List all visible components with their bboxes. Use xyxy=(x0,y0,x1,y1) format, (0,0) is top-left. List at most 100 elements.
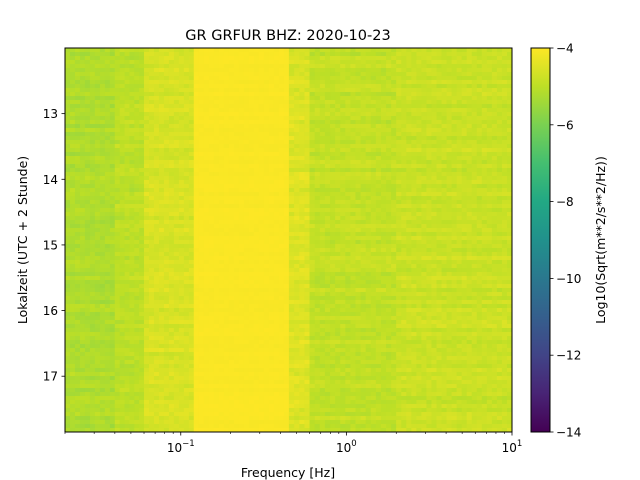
heatmap-cell xyxy=(324,112,331,117)
heatmap-cell xyxy=(124,384,130,389)
heatmap-cell xyxy=(233,204,240,209)
heatmap-cell xyxy=(139,268,145,273)
heatmap-cell xyxy=(65,88,71,93)
heatmap-cell xyxy=(233,308,240,313)
heatmap-cell xyxy=(109,88,116,93)
heatmap-cell xyxy=(114,388,121,393)
heatmap-cell xyxy=(144,140,150,145)
heatmap-cell xyxy=(208,408,215,413)
heatmap-cell xyxy=(134,112,140,117)
heatmap-cell xyxy=(109,244,116,249)
heatmap-cell xyxy=(84,128,91,133)
heatmap-cell xyxy=(114,100,121,105)
heatmap-cell xyxy=(258,256,265,261)
heatmap-cell xyxy=(158,380,165,385)
heatmap-cell xyxy=(149,184,155,189)
heatmap-cell xyxy=(84,96,91,101)
heatmap-cell xyxy=(330,60,336,65)
heatmap-cell xyxy=(258,236,265,241)
heatmap-cell xyxy=(203,236,210,241)
heatmap-cell xyxy=(253,244,260,249)
heatmap-cell xyxy=(153,160,160,165)
heatmap-cell xyxy=(375,112,382,117)
heatmap-cell xyxy=(258,124,265,129)
heatmap-cell xyxy=(273,348,280,353)
heatmap-cell xyxy=(168,64,175,69)
heatmap-cell xyxy=(114,252,121,257)
heatmap-cell xyxy=(288,116,295,121)
heatmap-cell xyxy=(74,416,81,421)
heatmap-cell xyxy=(79,120,86,125)
heatmap-cell xyxy=(119,388,125,393)
heatmap-cell xyxy=(99,68,106,73)
heatmap-cell xyxy=(278,388,285,393)
heatmap-cell xyxy=(89,76,96,81)
heatmap-cell xyxy=(253,288,260,293)
heatmap-cell xyxy=(119,332,125,337)
heatmap-cell xyxy=(278,216,285,221)
heatmap-cell xyxy=(178,68,185,73)
heatmap-cell xyxy=(288,200,295,205)
heatmap-cell xyxy=(109,52,116,57)
heatmap-cell xyxy=(94,76,101,81)
heatmap-cell xyxy=(228,324,235,329)
heatmap-cell xyxy=(119,252,125,257)
heatmap-cell xyxy=(253,100,260,105)
heatmap-cell xyxy=(340,60,346,65)
heatmap-cell xyxy=(198,260,205,265)
heatmap-cell xyxy=(69,304,76,309)
heatmap-cell xyxy=(299,256,305,261)
heatmap-cell xyxy=(173,96,180,101)
heatmap-cell xyxy=(168,400,175,405)
heatmap-cell xyxy=(213,160,220,165)
heatmap-cell xyxy=(213,52,220,57)
heatmap-cell xyxy=(294,332,300,337)
heatmap-cell xyxy=(208,228,215,233)
heatmap-cell xyxy=(319,100,326,105)
heatmap-cell xyxy=(144,424,150,429)
heatmap-cell xyxy=(370,80,377,85)
heatmap-cell xyxy=(203,284,210,289)
heatmap-cell xyxy=(319,88,326,93)
heatmap-cell xyxy=(99,224,106,229)
heatmap-cell xyxy=(183,64,190,69)
heatmap-cell xyxy=(65,356,71,361)
heatmap-cell xyxy=(238,352,245,357)
heatmap-cell xyxy=(104,352,111,357)
heatmap-cell xyxy=(173,372,180,377)
heatmap-cell xyxy=(365,100,372,105)
heatmap-cell xyxy=(203,416,210,421)
heatmap-cell xyxy=(129,352,135,357)
heatmap-cell xyxy=(183,320,190,325)
heatmap-cell xyxy=(294,128,300,133)
heatmap-cell xyxy=(65,224,71,229)
heatmap-cell xyxy=(173,108,180,113)
heatmap-cell xyxy=(218,252,225,257)
heatmap-cell xyxy=(74,232,81,237)
heatmap-cell xyxy=(114,312,121,317)
heatmap-cell xyxy=(288,244,295,249)
heatmap-cell xyxy=(168,216,175,221)
heatmap-cell xyxy=(109,180,116,185)
heatmap-cell xyxy=(94,348,101,353)
heatmap-cell xyxy=(198,204,205,209)
heatmap-cell xyxy=(168,376,175,381)
heatmap-cell xyxy=(139,344,145,349)
heatmap-cell xyxy=(223,244,230,249)
heatmap-cell xyxy=(94,60,101,65)
heatmap-cell xyxy=(273,168,280,173)
heatmap-cell xyxy=(304,396,311,401)
heatmap-cell xyxy=(263,328,270,333)
heatmap-cell xyxy=(168,352,175,357)
heatmap-cell xyxy=(263,132,270,137)
heatmap-cell xyxy=(203,64,210,69)
heatmap-cell xyxy=(178,400,185,405)
heatmap-cell xyxy=(243,352,250,357)
heatmap-cell xyxy=(360,108,367,113)
heatmap-cell xyxy=(119,364,125,369)
heatmap-cell xyxy=(248,388,255,393)
heatmap-cell xyxy=(153,284,160,289)
heatmap-cell xyxy=(223,252,230,257)
heatmap-cell xyxy=(268,364,275,369)
heatmap-cell xyxy=(304,152,311,157)
